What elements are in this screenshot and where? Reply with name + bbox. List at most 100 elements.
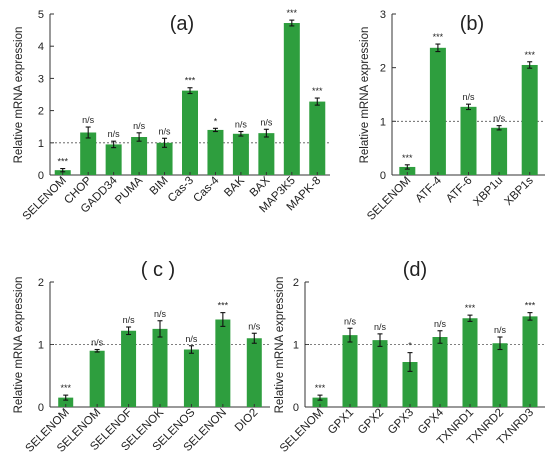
- chart-panel-2: (b) Relative mRNA expression 0 1 2 3 *** SELENO…: [359, 9, 545, 223]
- significance-label: *: [214, 116, 218, 126]
- bar: [521, 64, 538, 175]
- x-tick-label: Cas-4: [191, 174, 222, 205]
- y-tick-label: 0: [38, 170, 44, 182]
- x-tick-label: XBP1s: [502, 174, 536, 208]
- significance-label: n/s: [133, 121, 146, 131]
- bar: [342, 335, 358, 407]
- bar: [432, 337, 448, 407]
- significance-label: ***: [315, 383, 326, 393]
- significance-label: ***: [287, 8, 298, 18]
- bar: [131, 137, 148, 175]
- significance-label: n/s: [235, 120, 248, 130]
- bar: [258, 133, 275, 175]
- significance-label: *: [408, 341, 412, 351]
- y-axis-label: Relative mRNA expression: [274, 277, 286, 414]
- bar: [58, 397, 74, 407]
- bar: [156, 142, 173, 175]
- significance-label: n/s: [185, 334, 198, 344]
- bar: [399, 166, 416, 175]
- y-axis-label: Relative mRNA expression: [359, 27, 371, 164]
- bar: [491, 127, 508, 175]
- panel-label: (b): [460, 13, 484, 35]
- y-tick-label: 3: [38, 73, 44, 85]
- panel-label: (d): [403, 259, 427, 281]
- significance-label: ***: [218, 301, 229, 311]
- bar: [105, 144, 122, 175]
- x-tick-label: GPX1: [326, 407, 356, 437]
- significance-label: n/s: [374, 322, 387, 332]
- significance-label: n/s: [248, 321, 261, 331]
- bar: [462, 318, 478, 407]
- x-tick-label: XBP1u: [471, 175, 505, 209]
- significance-label: n/s: [108, 129, 121, 139]
- panel-label: ( c ): [141, 259, 175, 281]
- x-tick-label: PUMA: [113, 174, 145, 206]
- significance-label: n/s: [123, 315, 136, 325]
- significance-label: ***: [402, 153, 413, 163]
- bar: [215, 319, 231, 407]
- bar: [372, 340, 388, 407]
- significance-label: n/s: [493, 114, 506, 124]
- significance-label: ***: [60, 383, 71, 393]
- y-tick-label: 5: [38, 9, 44, 21]
- significance-label: n/s: [154, 309, 167, 319]
- y-tick-label: 1: [38, 138, 44, 150]
- bar: [246, 338, 262, 407]
- chart-panel-1: (a)Relative mRNA expression012345***SELE…: [13, 8, 330, 223]
- significance-label: ***: [57, 157, 68, 167]
- significance-label: ***: [433, 32, 444, 42]
- y-tick-label: 2: [380, 63, 386, 75]
- y-tick-label: 4: [38, 41, 44, 53]
- significance-label: n/s: [344, 316, 357, 326]
- significance-label: n/s: [462, 92, 475, 102]
- significance-label: n/s: [434, 319, 447, 329]
- y-tick-label: 2: [38, 277, 44, 289]
- y-tick-label: 1: [38, 340, 44, 352]
- panel-label: (a): [170, 13, 194, 35]
- y-tick-label: 3: [380, 9, 386, 21]
- bar: [182, 90, 198, 175]
- bar: [283, 23, 300, 175]
- bar: [460, 106, 477, 175]
- y-tick-label: 1: [293, 340, 299, 352]
- chart-panel-3: ( c )Relative mRNA expression 012***SELEN…: [13, 259, 270, 455]
- x-tick-label: Cas-3: [166, 175, 196, 205]
- y-axis-label: Relative mRNA expression: [13, 27, 25, 164]
- significance-label: ***: [525, 301, 536, 311]
- bar: [492, 343, 508, 407]
- x-tick-label: BAK: [222, 174, 247, 199]
- significance-label: ***: [312, 86, 323, 96]
- y-axis-label: Relative mRNA expression: [13, 277, 25, 414]
- bar: [80, 132, 97, 175]
- bar: [232, 133, 249, 175]
- bar: [522, 316, 538, 407]
- bar: [89, 350, 105, 407]
- significance-label: ***: [524, 50, 535, 60]
- bar: [312, 397, 328, 407]
- bar: [429, 47, 446, 176]
- bar: [152, 328, 168, 407]
- bar: [309, 101, 326, 175]
- y-tick-label: 0: [380, 170, 386, 182]
- significance-label: ***: [185, 76, 196, 86]
- significance-label: n/s: [159, 126, 172, 136]
- x-tick-label: ATF-4: [414, 174, 445, 205]
- x-tick-label: ATF-6: [444, 175, 474, 205]
- y-tick-label: 0: [293, 402, 299, 414]
- bar: [121, 330, 137, 407]
- y-tick-label: 1: [380, 116, 386, 128]
- bar: [183, 349, 199, 407]
- significance-label: ***: [465, 303, 476, 313]
- significance-label: n/s: [91, 338, 104, 348]
- significance-label: n/s: [260, 117, 273, 127]
- chart-panel-4: (d)Relative mRNA expression 012***SELENOM…: [274, 259, 545, 455]
- x-tick-label: SELENOM: [365, 175, 413, 223]
- x-tick-label: GPX3: [386, 407, 416, 437]
- significance-label: n/s: [82, 115, 95, 125]
- x-tick-label: GPX2: [356, 407, 386, 437]
- y-tick-label: 0: [38, 402, 44, 414]
- y-tick-label: 2: [38, 106, 44, 118]
- bar: [207, 129, 224, 175]
- x-tick-label: DIO2: [233, 407, 260, 434]
- y-tick-label: 2: [293, 277, 299, 289]
